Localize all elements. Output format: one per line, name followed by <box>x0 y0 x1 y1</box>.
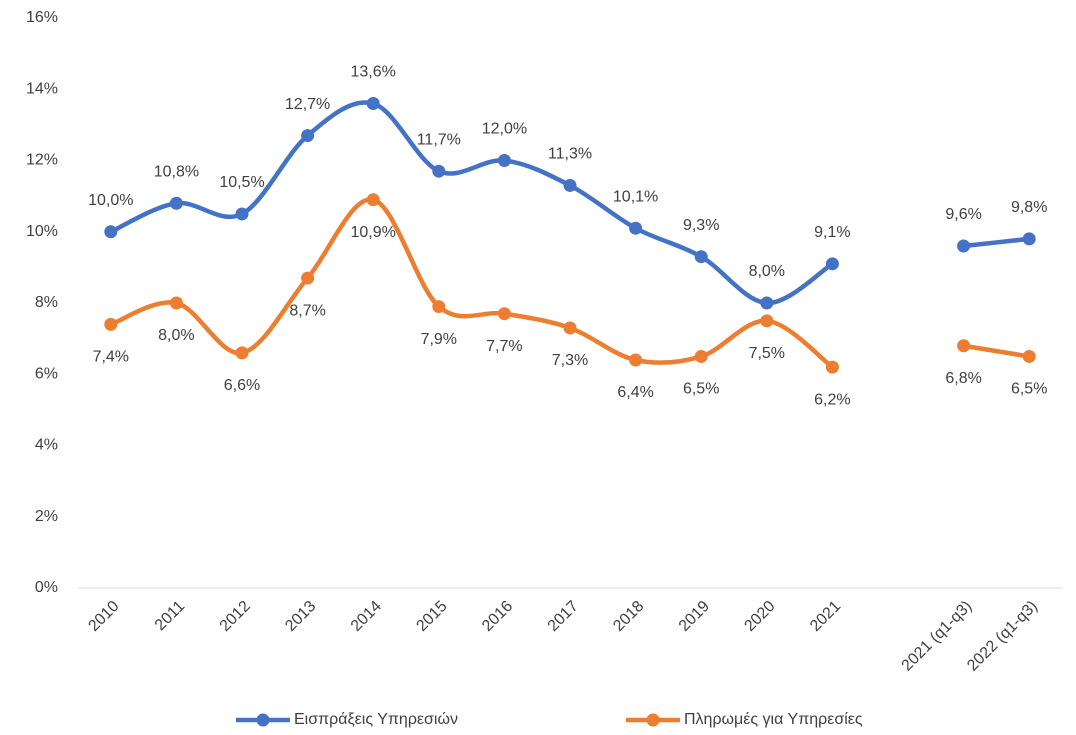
x-tick-label: 2019 <box>676 598 713 635</box>
data-label: 6,2% <box>814 391 850 408</box>
x-tick-label: 2021 <box>807 598 844 635</box>
data-point <box>497 307 511 321</box>
data-label: 8,0% <box>749 263 785 280</box>
x-tick-label: 2010 <box>85 598 122 635</box>
data-point <box>432 300 446 314</box>
data-point <box>957 339 971 353</box>
x-tick-label: 2017 <box>545 598 582 635</box>
data-label: 7,9% <box>421 331 457 348</box>
data-label: 10,9% <box>351 224 396 241</box>
data-label: 9,1% <box>814 224 850 241</box>
data-point <box>629 221 643 235</box>
y-tick-label: 0% <box>35 579 58 596</box>
data-point <box>235 207 249 221</box>
x-tick-label: 2022 (q1-q3) <box>964 598 1041 675</box>
data-label: 6,5% <box>1011 381 1047 398</box>
x-tick-label: 2015 <box>413 598 450 635</box>
data-point <box>301 271 315 285</box>
x-tick-label: 2020 <box>741 598 778 635</box>
data-label: 12,7% <box>285 96 330 113</box>
data-label: 6,5% <box>683 381 719 398</box>
data-label: 9,3% <box>683 217 719 234</box>
data-label: 7,4% <box>93 349 129 366</box>
data-label: 10,8% <box>154 163 199 180</box>
x-tick-label: 2014 <box>348 598 385 635</box>
y-tick-label: 8% <box>35 294 58 311</box>
legend-marker <box>646 713 660 727</box>
series-line <box>108 197 835 370</box>
data-point <box>760 314 774 328</box>
data-label: 7,3% <box>552 352 588 369</box>
data-point <box>629 353 643 367</box>
data-point <box>1022 349 1036 363</box>
data-label: 6,8% <box>945 370 981 387</box>
data-label: 6,6% <box>224 377 260 394</box>
series-line <box>961 343 1032 359</box>
data-point <box>366 193 380 207</box>
data-point <box>169 296 183 310</box>
data-point <box>957 239 971 253</box>
data-point <box>825 360 839 374</box>
data-label: 7,7% <box>486 338 522 355</box>
data-point <box>169 196 183 210</box>
data-point <box>104 317 118 331</box>
data-point <box>104 225 118 239</box>
x-tick-label: 2012 <box>217 598 254 635</box>
data-point <box>301 129 315 143</box>
data-point <box>1022 232 1036 246</box>
data-label: 10,5% <box>219 174 264 191</box>
data-point <box>694 349 708 363</box>
data-label: 6,4% <box>617 384 653 401</box>
x-tick-label: 2016 <box>479 598 516 635</box>
data-point <box>563 178 577 192</box>
data-label: 10,1% <box>613 188 658 205</box>
data-label: 11,3% <box>548 146 592 163</box>
y-tick-label: 2% <box>35 508 58 525</box>
data-label: 7,5% <box>749 345 785 362</box>
data-point <box>694 250 708 264</box>
y-tick-label: 14% <box>26 80 58 97</box>
data-point <box>760 296 774 310</box>
data-label: 12,0% <box>482 121 527 138</box>
data-label: 9,8% <box>1011 199 1047 216</box>
data-label: 11,7% <box>417 131 461 148</box>
x-tick-label: 2011 <box>152 598 188 634</box>
data-point <box>432 164 446 178</box>
data-label: 9,6% <box>945 206 981 223</box>
y-tick-label: 16% <box>26 9 58 26</box>
data-label: 8,7% <box>289 302 325 319</box>
data-label: 10,0% <box>88 192 133 209</box>
y-tick-label: 4% <box>35 437 58 454</box>
data-point <box>563 321 577 335</box>
data-label: 8,0% <box>158 327 194 344</box>
legend-label: Πληρωμές για Υπηρεσίες <box>684 711 863 728</box>
data-label: 13,6% <box>351 64 396 81</box>
data-point <box>235 346 249 360</box>
data-point <box>366 97 380 110</box>
legend-label: Εισπράξεις Υπηρεσιών <box>294 711 458 728</box>
legend-marker <box>256 713 270 727</box>
y-tick-label: 10% <box>26 223 58 240</box>
data-point <box>497 154 511 167</box>
y-tick-label: 12% <box>26 152 58 169</box>
data-point <box>825 257 839 271</box>
y-tick-label: 6% <box>35 365 58 382</box>
series-line <box>108 100 835 306</box>
x-tick-label: 2018 <box>610 598 647 635</box>
x-tick-label: 2013 <box>282 598 319 635</box>
series-line <box>961 236 1032 249</box>
